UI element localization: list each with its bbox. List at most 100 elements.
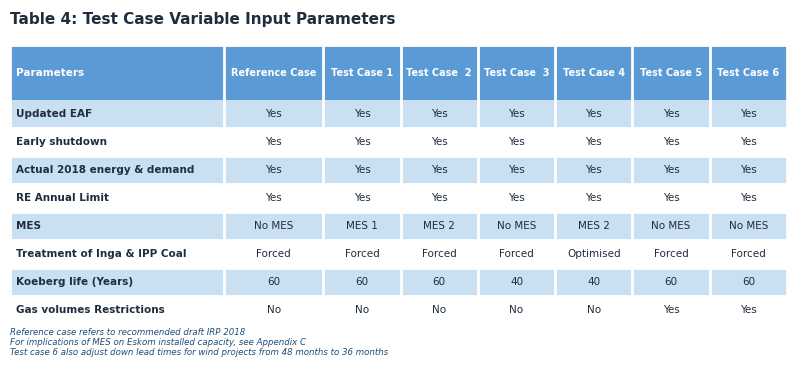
Bar bbox=[556, 45, 633, 100]
Text: Test Case 5: Test Case 5 bbox=[640, 68, 702, 78]
Bar bbox=[556, 240, 633, 268]
Text: Yes: Yes bbox=[508, 193, 525, 203]
Text: MES: MES bbox=[16, 221, 41, 231]
Text: Yes: Yes bbox=[508, 165, 525, 175]
Bar bbox=[324, 268, 401, 296]
Text: Forced: Forced bbox=[654, 249, 689, 259]
Bar bbox=[556, 156, 633, 184]
Text: Updated EAF: Updated EAF bbox=[16, 109, 92, 119]
Text: Test Case 6: Test Case 6 bbox=[717, 68, 779, 78]
Text: 60: 60 bbox=[742, 277, 755, 287]
Text: Koeberg life (Years): Koeberg life (Years) bbox=[16, 277, 133, 287]
Bar bbox=[324, 212, 401, 240]
Text: Yes: Yes bbox=[431, 193, 448, 203]
Text: Treatment of Inga & IPP Coal: Treatment of Inga & IPP Coal bbox=[16, 249, 186, 259]
Bar bbox=[556, 128, 633, 156]
Bar bbox=[633, 45, 709, 100]
Bar bbox=[709, 240, 787, 268]
Text: No: No bbox=[509, 305, 524, 315]
Text: No: No bbox=[432, 305, 446, 315]
Text: Reference case refers to recommended draft IRP 2018: Reference case refers to recommended dra… bbox=[10, 328, 245, 337]
Text: Actual 2018 energy & demand: Actual 2018 energy & demand bbox=[16, 165, 194, 175]
Bar bbox=[10, 268, 224, 296]
Text: Yes: Yes bbox=[662, 165, 680, 175]
Bar bbox=[401, 184, 478, 212]
Bar bbox=[224, 296, 324, 324]
Bar bbox=[10, 212, 224, 240]
Bar bbox=[633, 240, 709, 268]
Text: Yes: Yes bbox=[740, 305, 756, 315]
Bar bbox=[633, 296, 709, 324]
Bar bbox=[224, 156, 324, 184]
Bar bbox=[556, 184, 633, 212]
Bar bbox=[478, 45, 556, 100]
Bar bbox=[478, 268, 556, 296]
Bar bbox=[10, 240, 224, 268]
Bar bbox=[401, 100, 478, 128]
Bar bbox=[478, 156, 556, 184]
Bar bbox=[633, 100, 709, 128]
Bar bbox=[709, 45, 787, 100]
Bar bbox=[709, 128, 787, 156]
Text: Yes: Yes bbox=[354, 165, 371, 175]
Bar bbox=[324, 45, 401, 100]
Text: MES 1: MES 1 bbox=[346, 221, 378, 231]
Text: Yes: Yes bbox=[740, 137, 756, 147]
Text: Yes: Yes bbox=[265, 193, 282, 203]
Bar bbox=[10, 100, 224, 128]
Bar bbox=[10, 45, 787, 324]
Text: RE Annual Limit: RE Annual Limit bbox=[16, 193, 109, 203]
Bar bbox=[10, 296, 224, 324]
Text: Test Case  2: Test Case 2 bbox=[406, 68, 472, 78]
Text: Yes: Yes bbox=[265, 137, 282, 147]
Bar bbox=[478, 128, 556, 156]
Text: Yes: Yes bbox=[662, 109, 680, 119]
Bar bbox=[401, 212, 478, 240]
Bar bbox=[401, 156, 478, 184]
Text: Parameters: Parameters bbox=[16, 68, 84, 78]
Text: Yes: Yes bbox=[586, 165, 603, 175]
Text: Yes: Yes bbox=[354, 137, 371, 147]
Text: 40: 40 bbox=[510, 277, 523, 287]
Bar bbox=[633, 156, 709, 184]
Text: Test case 6 also adjust down lead times for wind projects from 48 months to 36 m: Test case 6 also adjust down lead times … bbox=[10, 348, 388, 357]
Text: Yes: Yes bbox=[740, 193, 756, 203]
Text: Yes: Yes bbox=[508, 109, 525, 119]
Text: No: No bbox=[587, 305, 601, 315]
Bar bbox=[709, 100, 787, 128]
Bar bbox=[709, 184, 787, 212]
Text: No MES: No MES bbox=[254, 221, 293, 231]
Bar bbox=[478, 296, 556, 324]
Bar bbox=[478, 212, 556, 240]
Text: 60: 60 bbox=[355, 277, 368, 287]
Text: Yes: Yes bbox=[431, 137, 448, 147]
Text: Reference Case: Reference Case bbox=[231, 68, 316, 78]
Text: For implications of MES on Eskom installed capacity, see Appendix C: For implications of MES on Eskom install… bbox=[10, 338, 306, 347]
Text: Yes: Yes bbox=[662, 193, 680, 203]
Bar bbox=[224, 45, 324, 100]
Text: Yes: Yes bbox=[740, 165, 756, 175]
Text: Yes: Yes bbox=[354, 109, 371, 119]
Text: Yes: Yes bbox=[431, 165, 448, 175]
Bar bbox=[324, 240, 401, 268]
Text: Yes: Yes bbox=[354, 193, 371, 203]
Text: Yes: Yes bbox=[586, 137, 603, 147]
Text: 40: 40 bbox=[587, 277, 600, 287]
Bar bbox=[478, 184, 556, 212]
Text: Forced: Forced bbox=[257, 249, 291, 259]
Bar bbox=[556, 268, 633, 296]
Bar bbox=[224, 240, 324, 268]
Text: Yes: Yes bbox=[586, 109, 603, 119]
Bar bbox=[478, 100, 556, 128]
Bar bbox=[324, 296, 401, 324]
Bar bbox=[709, 212, 787, 240]
Text: Yes: Yes bbox=[586, 193, 603, 203]
Bar bbox=[633, 184, 709, 212]
Text: MES 2: MES 2 bbox=[423, 221, 455, 231]
Bar bbox=[224, 184, 324, 212]
Bar bbox=[633, 128, 709, 156]
Text: No: No bbox=[267, 305, 281, 315]
Bar bbox=[478, 240, 556, 268]
Bar bbox=[709, 156, 787, 184]
Bar bbox=[324, 100, 401, 128]
